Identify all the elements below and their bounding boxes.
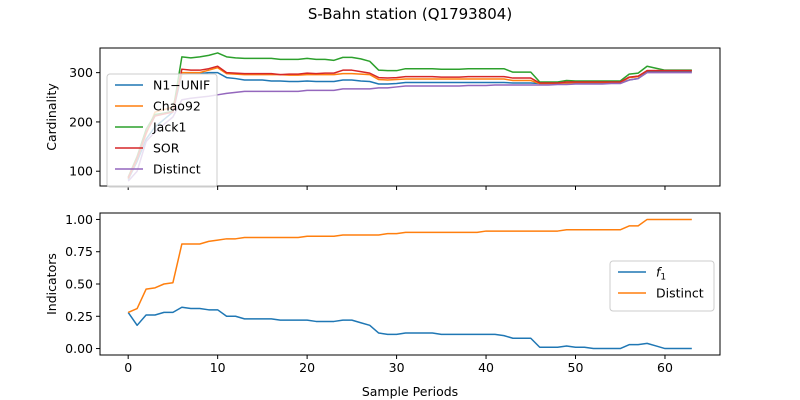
cardinality-legend-label-distinct: Distinct bbox=[153, 162, 201, 177]
cardinality-series-jack1-line bbox=[127, 52, 692, 178]
indicators-xtick-label: 60 bbox=[657, 360, 673, 375]
cardinality-legend-box bbox=[106, 73, 218, 188]
cardinality-legend-label-n1-unif: N1−UNIF bbox=[153, 78, 210, 93]
indicators-ytick-label: 0.50 bbox=[65, 277, 93, 292]
cardinality-legend-label-jack1: Jack1 bbox=[152, 120, 186, 135]
cardinality-ytick-label: 100 bbox=[69, 164, 93, 179]
cardinality-series-sor-line bbox=[127, 65, 692, 179]
indicators-legend-subscript-f1: 1 bbox=[660, 273, 666, 283]
indicators-legend-box bbox=[609, 260, 715, 312]
indicators-series-f1-line bbox=[127, 306, 692, 350]
indicators-legend-label-f1: f1 bbox=[656, 265, 666, 283]
indicators-ytick-label: 0.25 bbox=[65, 309, 93, 324]
indicators-x-axis-title: Sample Periods bbox=[362, 384, 458, 399]
indicators-series-distinct-line bbox=[127, 218, 692, 314]
indicators-ytick-label: 0.75 bbox=[65, 244, 93, 259]
indicators-legend: f1 Distinct bbox=[609, 260, 715, 312]
cardinality-series-distinct-line bbox=[127, 71, 692, 182]
indicators-xtick-label: 40 bbox=[478, 360, 494, 375]
cardinality-ytick-label: 200 bbox=[69, 114, 93, 129]
indicators-xtick-label: 30 bbox=[389, 360, 405, 375]
cardinality-axes-frame bbox=[99, 47, 721, 187]
cardinality-panel: 100 200 300 Cardinality N1−UNIF Chao92 Jack1 SO… bbox=[44, 47, 721, 190]
indicators-legend-label-distinct: Distinct bbox=[656, 286, 704, 301]
indicators-panel: 0 10 20 30 40 50 60 0.00 0.25 0.50 0.75 1.00 Indicat… bbox=[44, 212, 721, 399]
cardinality-legend: N1−UNIF Chao92 Jack1 SOR Distinct bbox=[106, 73, 218, 188]
cardinality-ytick-label: 300 bbox=[69, 65, 93, 80]
cardinality-legend-label-sor: SOR bbox=[153, 141, 180, 156]
indicators-xtick-label: 0 bbox=[124, 360, 132, 375]
indicators-xtick-label: 10 bbox=[210, 360, 226, 375]
indicators-xtick-label: 50 bbox=[568, 360, 584, 375]
figure-title: S-Bahn station (Q1793804) bbox=[308, 5, 512, 23]
cardinality-legend-label-chao92: Chao92 bbox=[153, 99, 201, 114]
indicators-ytick-label: 1.00 bbox=[65, 212, 93, 227]
cardinality-y-axis-title: Cardinality bbox=[44, 83, 59, 151]
indicators-xtick-label: 20 bbox=[299, 360, 315, 375]
indicators-ytick-label: 0.00 bbox=[65, 341, 93, 356]
indicators-legend-text-f1: f bbox=[656, 265, 662, 280]
indicators-legend-text-distinct: Distinct bbox=[656, 286, 704, 301]
indicators-y-axis-title: Indicators bbox=[44, 253, 59, 315]
